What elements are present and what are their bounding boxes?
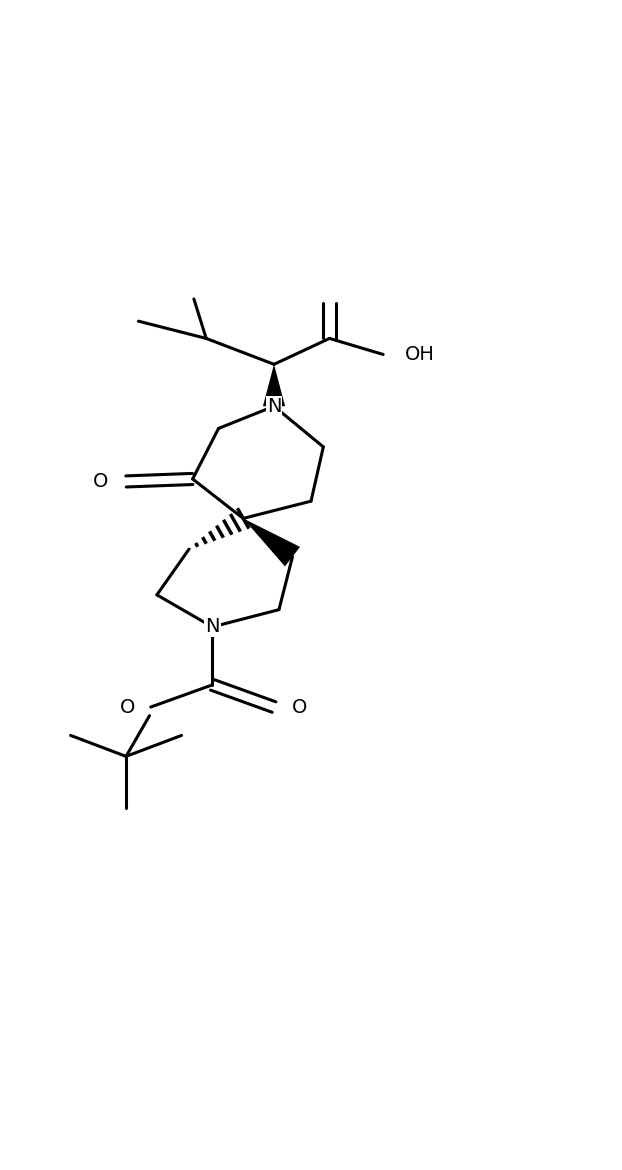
Polygon shape [243,518,300,566]
Polygon shape [263,364,285,406]
Text: O: O [292,697,308,716]
Text: O: O [119,697,135,716]
Text: N: N [205,618,220,636]
Text: N: N [267,397,281,415]
Text: O: O [93,472,108,491]
Text: OH: OH [405,345,435,364]
